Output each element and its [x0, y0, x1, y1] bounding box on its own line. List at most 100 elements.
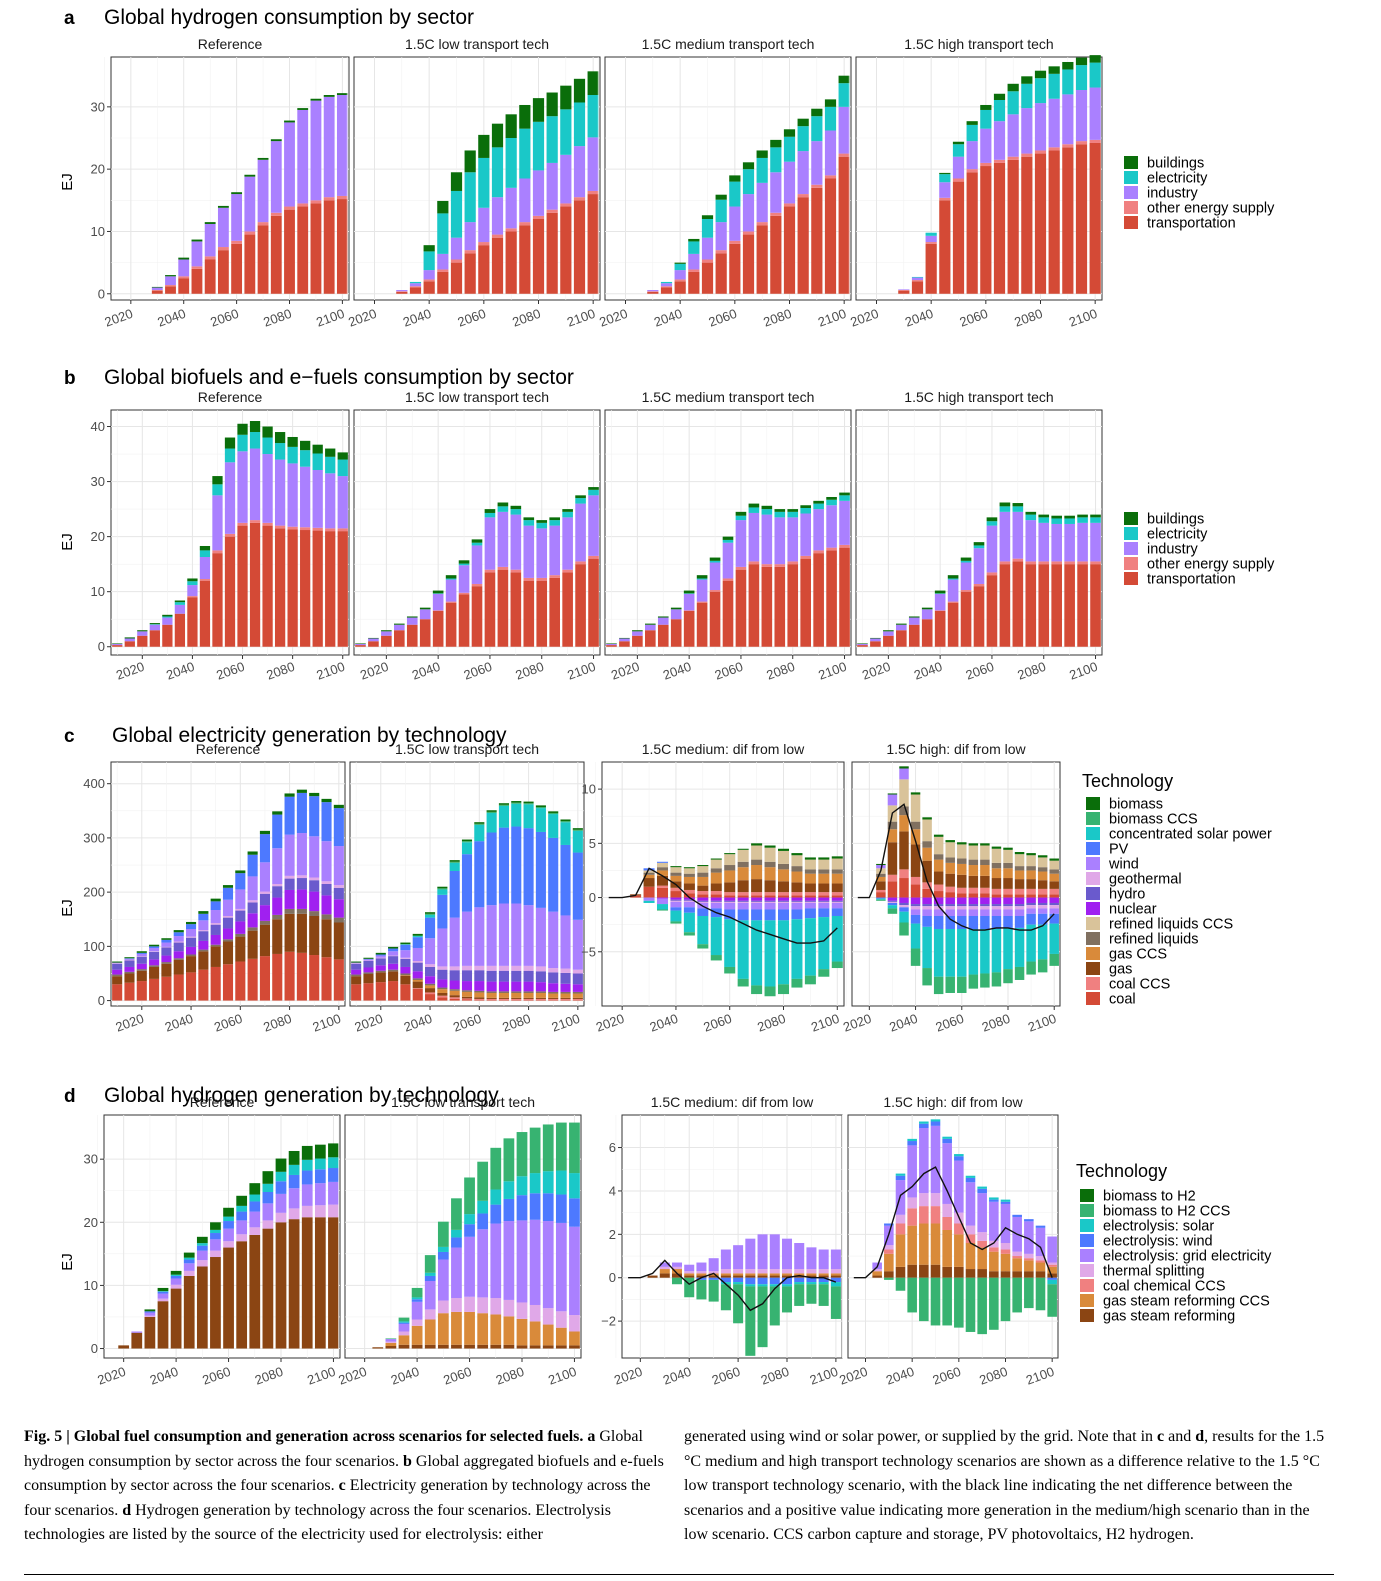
- legend-panel-b-label-buildings: buildings: [1147, 512, 1204, 528]
- panel-d-facet-2-bar-2065-electrolysis-wind: [477, 1213, 489, 1230]
- panel-c-facet-4-bar-2100-biomass-ccs: [1049, 953, 1059, 966]
- panel-c-facet-4-bar-2100-coal-ccs: [1049, 888, 1059, 895]
- panel-a-facet-3-panel-border: [604, 56, 852, 301]
- panel-a-facet-1-bar-2075-buildings: [270, 139, 282, 142]
- panel-d-facet-2-bar-2075-electrolysis-wind: [503, 1198, 515, 1222]
- panel-c-facet-4-bar-2080-wind: [1003, 909, 1013, 916]
- panel-d-facet-3-bar-2035-thermal-splitting: [671, 1266, 683, 1270]
- panel-b-facet-3-bar-2080-electricity: [787, 511, 799, 518]
- panel-c-facet-1-bar-2100-hydro: [333, 887, 344, 900]
- panel-c-facet-2-bar-2045-gas: [437, 992, 448, 996]
- panel-c-facet-1-bar-2095-gas: [321, 919, 332, 958]
- panel-a-facet-3-bar-2055-buildings: [715, 194, 727, 200]
- caption-right-text-1: generated using wind or solar power, or …: [684, 1428, 1154, 1445]
- panel-a-facet-1-bar-2055-industry: [217, 207, 229, 248]
- panel-d-facet-4-bar-2035-gas-steam-reforming-ccs: [895, 1234, 906, 1267]
- panel-a-facet-3-bar-2095-electricity: [824, 106, 837, 131]
- panel-c-facet-2-bar-2085-biomass: [535, 805, 546, 808]
- panel-a-facet-4-bar-2090-electricity: [1062, 69, 1074, 95]
- panel-b-facet-2-bar-2070-industry: [510, 514, 522, 570]
- panel-a-facet-2-bar-2045-industry: [437, 253, 449, 270]
- panel-c-facet-4-bar-2075-coal-ccs: [991, 888, 1002, 895]
- panel-c-facet-3-bar-2080-gas: [777, 881, 790, 893]
- panel-c-facet-1-ytick-label-2: 200: [83, 885, 105, 900]
- panel-a-facet-4-bar-2080-buildings: [1034, 70, 1047, 79]
- panel-c-facet-3-bar-2075-wind: [764, 902, 776, 910]
- panel-a-facet-4-bar-2035-other-energy-supply: [911, 280, 924, 282]
- legend-panel-d-label-biomass-to-h2: biomass to H2: [1103, 1189, 1196, 1205]
- panel-b-facet-2-bar-2080-buildings: [536, 520, 548, 523]
- panel-a-facet-3-bar-2030-other-energy-supply: [647, 291, 659, 292]
- panel-c-facet-2-bar-2090-pv: [548, 837, 559, 912]
- panel-c-facet-2-bar-2045-hydro: [437, 969, 448, 980]
- panel-b-facet-1-bar-2060-transportation: [237, 525, 248, 647]
- panel-d-facet-4-bar-2090-gas-steam-reforming-ccs: [1024, 1260, 1034, 1272]
- panel-d-facet-2-bar-2085-thermal-splitting: [529, 1304, 541, 1322]
- panel-a-facet-3-bar-2075-transportation: [770, 215, 782, 294]
- panel-b-facet-2-bar-2075-other-energy-supply: [523, 577, 535, 581]
- panel-b-facet-4-bar-2055-electricity: [973, 545, 985, 549]
- panel-c-facet-2-bar-2075-gas: [511, 997, 522, 999]
- panel-a-facet-2-bar-2085-buildings: [546, 92, 558, 117]
- panel-b-facet-1-bar-2025-buildings: [149, 623, 160, 625]
- panel-a-facet-4-bar-2085-industry: [1048, 98, 1060, 148]
- panel-c-facet-1-bar-2100-coal: [333, 959, 344, 1001]
- panel-b-facet-3-bar-2065-electricity: [748, 507, 760, 513]
- panel-b-facet-1-bar-2065-transportation: [249, 522, 261, 647]
- panel-d-facet-3-bar-2065-gas-steam-reforming-ccs: [745, 1273, 756, 1276]
- panel-c-facet-2-bar-2050-hydro: [449, 970, 460, 981]
- panel-c-facet-1-xtick-label-1: 2040: [163, 1011, 195, 1035]
- panel-d-facet-2-bar-2040-gas-steam-reforming: [411, 1344, 423, 1349]
- panel-c-facet-3-bar-2045-pv: [683, 907, 695, 913]
- panel-c-facet-2-bar-2095-coal-ccs: [560, 998, 571, 1001]
- panel-d-facet-2-bar-2040-thermal-splitting: [411, 1319, 423, 1326]
- panel-a-facet-2-bar-2100-buildings: [587, 71, 599, 96]
- panel-d-facet-4-bar-2080-gas-steam-reforming: [1000, 1271, 1011, 1278]
- panel-c-facet-2-bar-2090-biomass: [548, 811, 559, 813]
- panel-d-facet-2-bar-2075-electrolysis-grid-electricity: [503, 1221, 515, 1300]
- panel-c-facet-4-bar-2035-gas: [899, 831, 909, 870]
- panel-a-facet-1-bar-2050-other-energy-supply: [204, 256, 216, 260]
- panel-c-facet-1-bar-2060-coal: [235, 961, 246, 1001]
- panel-c-facet-3-bar-2040-concentrated-solar-power: [670, 910, 682, 922]
- legend-panel-c-label-nuclear: nuclear: [1109, 902, 1157, 918]
- panel-d-facet-3-bar-2060-biomass-to-h2-ccs: [733, 1284, 744, 1324]
- panel-d-facet-1-bar-2045-biomass-to-h2: [183, 1252, 195, 1258]
- panel-d-facet-2-xtick-label-3: 2080: [494, 1364, 526, 1388]
- panel-d-facet-3-bar-2060-gas-steam-reforming-ccs: [733, 1273, 744, 1276]
- panel-d-facet-3-bar-2045-electrolysis-grid-electricity: [696, 1262, 707, 1272]
- panel-a-facet-4-bar-2040-electricity: [925, 232, 937, 236]
- panel-b-facet-4-bar-2040-electricity: [934, 593, 946, 594]
- panel-d-facet-3-bar-2050-gas-steam-reforming-ccs: [708, 1273, 719, 1276]
- legend-panel-b-label-other-energy-supply: other energy supply: [1147, 557, 1275, 573]
- panel-b-facet-3-bar-2060-electricity: [735, 515, 747, 521]
- panel-b-facet-2-bar-2075-industry: [523, 525, 535, 578]
- panel-d-facet-1-bar-2060-thermal-splitting: [223, 1241, 234, 1248]
- panel-d-facet-4-bar-2040-electrolysis-solar: [907, 1138, 917, 1142]
- panel-d-facet-4-bar-2080-coal-chemical-ccs: [1000, 1249, 1011, 1254]
- panel-d-facet-1-bar-2085-thermal-splitting: [288, 1208, 300, 1220]
- panel-c-facet-1-bar-2095-refined-liquids: [321, 914, 332, 920]
- panel-d-facet-1-xtick-label-1: 2040: [148, 1364, 180, 1388]
- panel-d-facet-1-bar-2050-electrolysis-wind: [196, 1245, 208, 1251]
- panel-b-facet-2-bar-2025-buildings: [394, 623, 405, 625]
- panel-c-facet-1-bar-2070-refined-liquids: [259, 920, 270, 925]
- panel-c-facet-1-bar-2100-wind: [333, 846, 344, 886]
- panel-a-facet-4-bar-2080-electricity: [1034, 78, 1047, 104]
- panel-c-facet-4-bar-2075-biomass-ccs: [991, 972, 1002, 987]
- panel-c-facet-2-bar-2030-biomass: [400, 942, 411, 945]
- panel-c-facet-4-bar-2045-gas: [922, 860, 932, 883]
- panel-c-facet-2-bar-2065-gas: [486, 997, 497, 999]
- panel-b-facet-4-bar-2095-industry: [1077, 522, 1088, 562]
- panel-d-facet-3-bar-2065-thermal-splitting: [745, 1269, 756, 1274]
- panel-a-facet-2-bar-2050-other-energy-supply: [450, 259, 463, 263]
- panel-c-facet-2-bar-2010-gas: [351, 976, 362, 985]
- panel-d-facet-1-bar-2050-biomass-to-h2: [196, 1236, 208, 1244]
- panel-b-facet-3-bar-2070-transportation: [761, 566, 773, 647]
- panel-c-facet-2-bar-2020-biomass: [375, 952, 386, 955]
- panel-c-facet-2-bar-2085-gas: [535, 997, 546, 999]
- panel-b-facet-1-bar-2065-buildings: [249, 421, 261, 433]
- panel-b-facet-3-xtick-label-0: 2020: [609, 659, 641, 683]
- panel-b-facet-4-bar-2020-industry: [883, 631, 894, 636]
